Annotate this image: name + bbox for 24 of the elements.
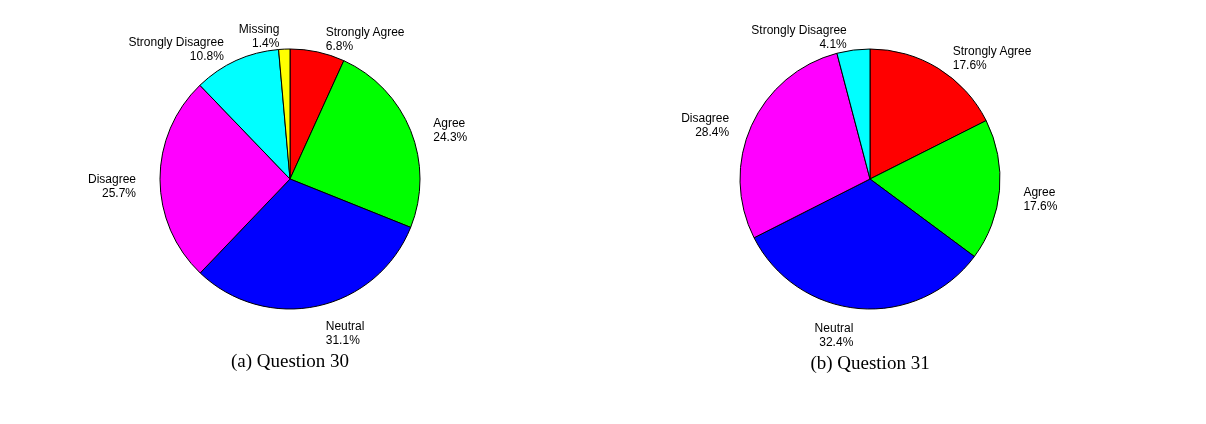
slice-label: Strongly Disagree xyxy=(128,35,225,50)
data-label: 25.7% xyxy=(101,186,137,201)
slice-label: Strongly Disagree xyxy=(751,23,848,38)
data-label: 24.3% xyxy=(433,130,468,145)
data-label: 31.1% xyxy=(325,332,361,347)
data-label: 32.4% xyxy=(819,335,854,350)
slice-label: Strongly Agree xyxy=(325,25,405,40)
slice-label: Disagree xyxy=(87,172,137,187)
data-label: 17.6% xyxy=(952,58,988,73)
data-label: 28.4% xyxy=(695,124,730,139)
slice-label: Agree xyxy=(1023,184,1056,199)
slice-label: Disagree xyxy=(681,110,730,125)
slice-label: Neutral xyxy=(325,318,365,333)
data-label: 4.1% xyxy=(819,37,848,52)
data-label: 17.6% xyxy=(1023,198,1058,213)
slice-label: Missing xyxy=(238,22,280,37)
slice-label: Agree xyxy=(433,116,466,131)
text: (b) Question 31 xyxy=(810,352,930,375)
text: (a) Question 30 xyxy=(230,349,350,372)
slice-label: Neutral xyxy=(814,321,854,336)
data-label: 6.8% xyxy=(325,39,354,54)
slice-label: Strongly Agree xyxy=(952,44,1032,59)
data-label: 10.8% xyxy=(189,49,225,64)
data-label: 1.4% xyxy=(252,36,280,51)
